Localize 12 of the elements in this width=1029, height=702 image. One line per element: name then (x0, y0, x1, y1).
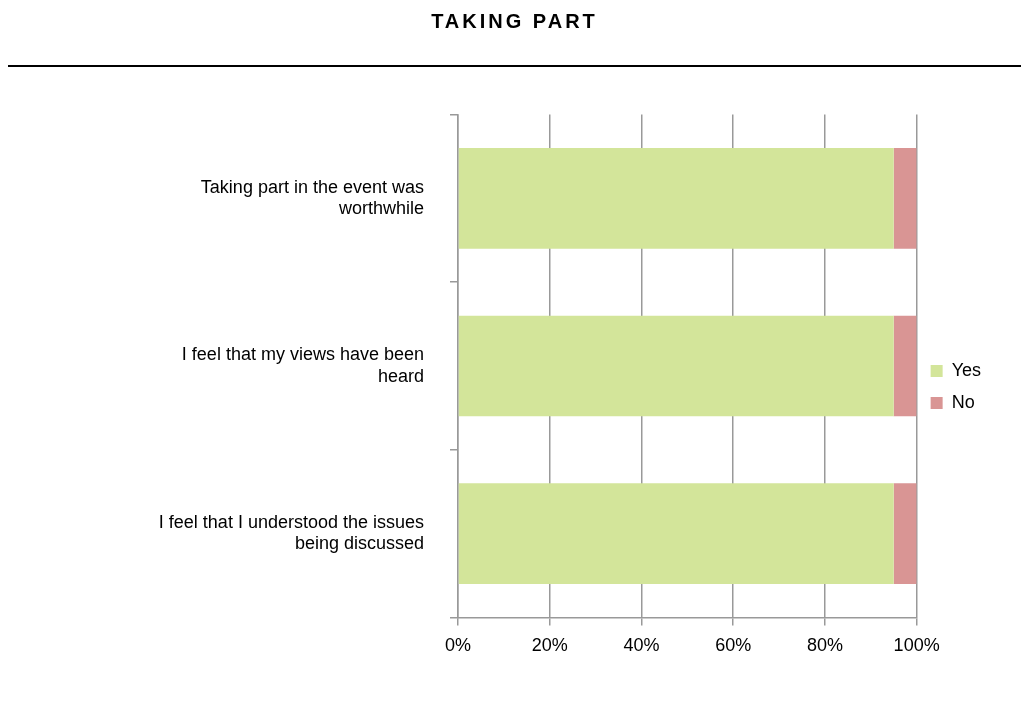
legend-label: Yes (951, 359, 982, 380)
legend-label: No (951, 391, 975, 412)
chart-title: TAKING PART (430, 10, 599, 34)
y-tick-label: Taking part in the event was worthwhile (200, 176, 424, 219)
x-tick-label: 40% (623, 635, 660, 656)
x-tick-label: 100% (893, 635, 940, 656)
x-tick-label: 60% (715, 635, 752, 656)
y-tick-label: I feel that I understood the issues being discussed (158, 511, 424, 554)
x-tick-label: 0% (444, 635, 472, 656)
x-tick-label: 20% (531, 635, 568, 656)
x-tick-label: 80% (806, 635, 843, 656)
y-tick-label: I feel that my views have been heard (181, 344, 424, 386)
